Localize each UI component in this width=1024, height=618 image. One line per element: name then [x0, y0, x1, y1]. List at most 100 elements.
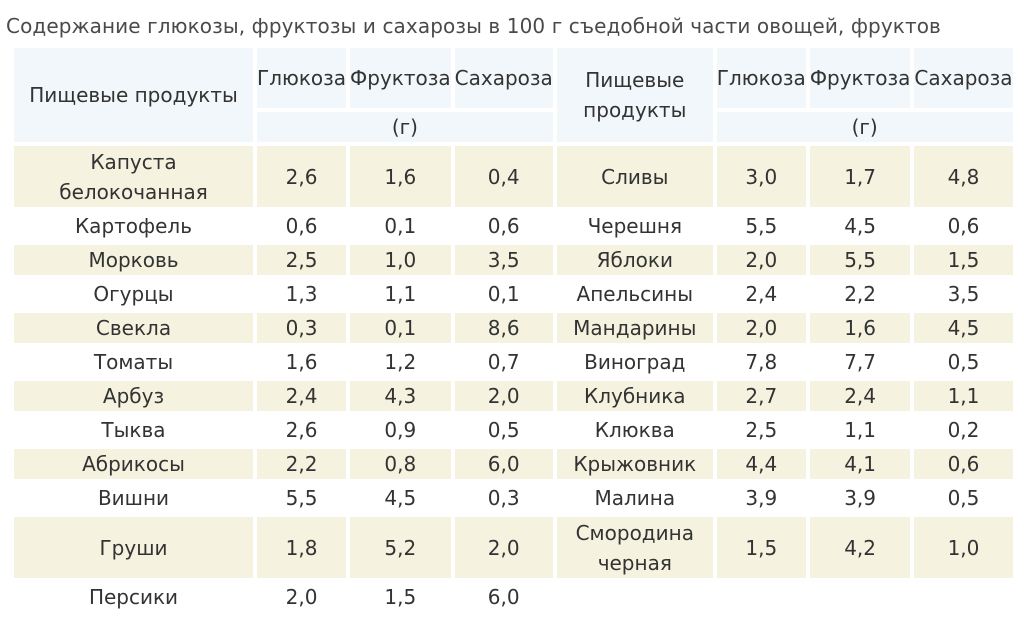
header-product-right: Пищевые продукты — [556, 48, 713, 142]
glucose-value: 7,8 — [745, 350, 778, 374]
glucose-value: 2,0 — [285, 585, 318, 609]
fructose-value: 1,1 — [384, 282, 417, 306]
sucrose-value: 0,6 — [947, 214, 980, 238]
product-name: Свекла — [14, 313, 253, 343]
sucrose-value: 0,4 — [454, 146, 553, 207]
header-sucrose: Сахароза — [454, 48, 553, 108]
product-name: Мандарины — [556, 313, 713, 343]
fructose-value: 4,1 — [809, 449, 911, 479]
header-unit: (г) — [257, 112, 553, 142]
product-name: Малина — [594, 486, 676, 510]
fructose-value: 4,2 — [809, 517, 911, 578]
sucrose-value: 3,5 — [947, 282, 980, 306]
table-row: Арбуз 2,4 4,3 2,0 Клубника 2,7 2,4 1,1 — [14, 381, 1013, 411]
glucose-value: 1,5 — [716, 517, 806, 578]
fructose-value: 5,2 — [350, 517, 451, 578]
table-row: Томаты 1,6 1,2 0,7 Виноград 7,8 7,7 0,5 — [14, 347, 1013, 377]
fructose-value: 1,2 — [384, 350, 417, 374]
fructose-value: 7,7 — [844, 350, 877, 374]
fructose-value: 4,5 — [384, 486, 417, 510]
product-name: Виноград — [584, 350, 686, 374]
sucrose-value: 4,5 — [914, 313, 1013, 343]
glucose-value: 2,0 — [716, 245, 806, 275]
fructose-value: 1,0 — [350, 245, 451, 275]
table-row: Тыква 2,6 0,9 0,5 Клюква 2,5 1,1 0,2 — [14, 415, 1013, 445]
table-row: Персики 2,0 1,5 6,0 — [14, 582, 1013, 612]
glucose-value: 2,4 — [745, 282, 778, 306]
empty-cell — [557, 582, 713, 612]
header-sucrose-right: Сахароза — [914, 48, 1013, 108]
sucrose-value: 1,1 — [914, 381, 1013, 411]
sucrose-value: 0,1 — [487, 282, 520, 306]
header-fructose-right: Фруктоза — [809, 48, 911, 108]
empty-cell — [810, 582, 911, 612]
sucrose-value: 1,0 — [914, 517, 1013, 578]
fructose-value: 5,5 — [809, 245, 911, 275]
sugar-content-table: Пищевые продукты Глюкоза Фруктоза Сахаро… — [10, 44, 1017, 616]
sucrose-value: 0,3 — [487, 486, 520, 510]
sucrose-value: 0,7 — [487, 350, 520, 374]
table-row: Картофель 0,6 0,1 0,6 Черешня 5,5 4,5 0,… — [14, 211, 1013, 241]
product-name: Клюква — [594, 418, 675, 442]
product-name: Черешня — [587, 214, 682, 238]
product-name: Абрикосы — [14, 449, 253, 479]
fructose-value: 0,1 — [350, 313, 451, 343]
glucose-value: 2,6 — [285, 418, 318, 442]
product-name: Апельсины — [576, 282, 694, 306]
fructose-value: 1,7 — [809, 146, 911, 207]
table-row: Абрикосы 2,2 0,8 6,0 Крыжовник 4,4 4,1 0… — [14, 449, 1013, 479]
table-row: Вишни 5,5 4,5 0,3 Малина 3,9 3,9 0,5 — [14, 483, 1013, 513]
empty-cell — [914, 582, 1012, 612]
sucrose-value: 0,5 — [947, 486, 980, 510]
product-name: Сливы — [556, 146, 713, 207]
product-name: Тыква — [101, 418, 166, 442]
glucose-value: 0,6 — [285, 214, 318, 238]
glucose-value: 2,4 — [257, 381, 347, 411]
fructose-value: 0,9 — [384, 418, 417, 442]
sucrose-value: 0,5 — [947, 350, 980, 374]
product-name: Картофель — [74, 214, 192, 238]
sucrose-value: 3,5 — [454, 245, 553, 275]
sucrose-value: 1,5 — [914, 245, 1013, 275]
header-row: Пищевые продукты Глюкоза Фруктоза Сахаро… — [14, 48, 1013, 142]
product-name: Капуста белокочанная — [14, 146, 253, 207]
table-row: Свекла 0,3 0,1 8,6 Мандарины 2,0 1,6 4,5 — [14, 313, 1013, 343]
fructose-value: 4,5 — [844, 214, 877, 238]
glucose-value: 3,0 — [716, 146, 806, 207]
fructose-value: 2,2 — [844, 282, 877, 306]
product-name: Арбуз — [14, 381, 253, 411]
header-product: Пищевые продукты — [14, 48, 253, 142]
sucrose-value: 0,6 — [914, 449, 1013, 479]
sucrose-value: 0,6 — [487, 214, 520, 238]
glucose-value: 2,6 — [257, 146, 347, 207]
glucose-value: 1,3 — [285, 282, 318, 306]
glucose-value: 1,6 — [285, 350, 318, 374]
product-name: Яблоки — [556, 245, 713, 275]
fructose-value: 0,1 — [384, 214, 417, 238]
sucrose-value: 4,8 — [914, 146, 1013, 207]
fructose-value: 0,8 — [350, 449, 451, 479]
product-name: Смородина черная — [556, 517, 713, 578]
product-name: Груши — [14, 517, 253, 578]
empty-cell — [717, 582, 806, 612]
glucose-value: 5,5 — [745, 214, 778, 238]
table-row: Огурцы 1,3 1,1 0,1 Апельсины 2,4 2,2 3,5 — [14, 279, 1013, 309]
product-name: Томаты — [93, 350, 174, 374]
header-unit-right: (г) — [716, 112, 1013, 142]
product-name: Вишни — [97, 486, 170, 510]
product-name: Крыжовник — [556, 449, 713, 479]
glucose-value: 2,5 — [745, 418, 778, 442]
fructose-value: 1,1 — [844, 418, 877, 442]
product-name: Клубника — [556, 381, 713, 411]
glucose-value: 2,0 — [716, 313, 806, 343]
glucose-value: 5,5 — [285, 486, 318, 510]
fructose-value: 1,6 — [809, 313, 911, 343]
fructose-value: 4,3 — [350, 381, 451, 411]
fructose-value: 3,9 — [844, 486, 877, 510]
sucrose-value: 2,0 — [454, 517, 553, 578]
glucose-value: 2,2 — [257, 449, 347, 479]
table-row: Груши 1,8 5,2 2,0 Смородина черная 1,5 4… — [14, 517, 1013, 578]
product-name: Морковь — [14, 245, 253, 275]
header-glucose: Глюкоза — [257, 48, 347, 108]
